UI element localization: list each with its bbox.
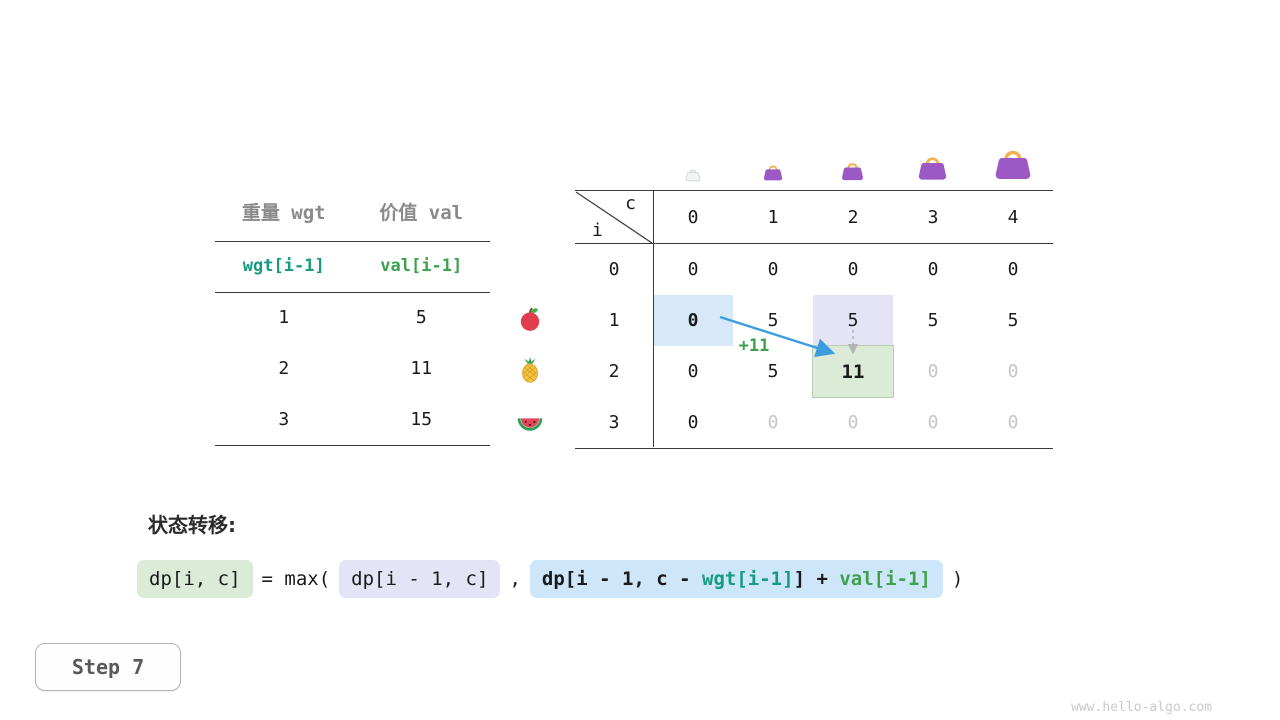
dp-col-header-4: 4: [1007, 207, 1019, 228]
dp-table-header-line: [575, 243, 1053, 244]
dp-row-header-3: 3: [608, 412, 620, 433]
item-2-value: 11: [410, 358, 433, 379]
item-3-value: 15: [410, 409, 433, 430]
dp-cell-1-4: 5: [1007, 310, 1019, 331]
weight-column-header: 重量 wgt: [241, 202, 326, 224]
item-2-weight: 2: [278, 358, 290, 379]
dp-cell-3-0: 0: [687, 412, 699, 433]
dp-cell-0-1: 0: [767, 259, 779, 280]
bag-medium-icon: [842, 163, 863, 181]
item-3-weight: 3: [278, 409, 290, 430]
item-row-1: 1 5: [215, 292, 490, 343]
item-row-3: 3 15: [215, 394, 490, 445]
empty-bag-icon: [685, 169, 701, 182]
dp-row-header-0: 0: [608, 259, 620, 280]
dp-cell-3-4: 0: [1007, 412, 1019, 433]
formula-term2-wgt: wgt[i-1]: [702, 568, 794, 590]
apple-icon: [520, 307, 540, 331]
item-row-2: 2 11: [215, 343, 490, 394]
dp-cell-1-0-source: 0: [653, 295, 733, 346]
corner-diagonal-line: [575, 191, 653, 244]
dp-col-header-0: 0: [687, 207, 699, 228]
bag-xlarge-icon: [995, 150, 1031, 179]
wgt-variable-label: wgt[i-1]: [242, 256, 325, 276]
table-divider: [215, 292, 490, 293]
val-variable-label: val[i-1]: [380, 256, 463, 276]
dp-cell-2-3: 0: [927, 361, 939, 382]
weight-value-table: 重量 wgt 价值 val wgt[i-1] val[i-1] 1 5 2 11…: [215, 186, 490, 446]
row-axis-label: i: [592, 220, 603, 241]
value-column-header: 价值 val: [379, 202, 464, 224]
state-transition-label: 状态转移:: [148, 513, 236, 537]
dp-cell-2-4: 0: [1007, 361, 1019, 382]
step-badge: Step 7: [35, 643, 181, 691]
dp-col-header-2: 2: [847, 207, 859, 228]
dp-cell-0-2: 0: [847, 259, 859, 280]
dp-cell-0-3: 0: [927, 259, 939, 280]
dp-row-header-1: 1: [608, 310, 620, 331]
table-divider: [215, 445, 490, 446]
dp-cell-0-4: 0: [1007, 259, 1019, 280]
dp-cell-2-0: 0: [687, 361, 699, 382]
col-axis-label: c: [625, 193, 636, 214]
formula-comma: ,: [509, 568, 521, 590]
site-watermark: www.hello-algo.com: [1071, 700, 1212, 715]
dp-cell-2-2-current: 11: [812, 345, 894, 398]
item-1-value: 5: [415, 307, 427, 328]
formula-term2-chip: dp[i - 1, c - wgt[i-1]] + val[i-1]: [529, 560, 943, 598]
dp-formula: dp[i, c] = max( dp[i - 1, c] , dp[i - 1,…: [137, 560, 963, 598]
dp-cell-2-1: 5: [767, 361, 779, 382]
variable-row: wgt[i-1] val[i-1]: [215, 241, 490, 292]
dp-cell-3-1: 0: [767, 412, 779, 433]
dp-cell-3-2: 0: [847, 412, 859, 433]
bag-small-icon: [763, 165, 783, 181]
bag-large-icon: [918, 157, 947, 180]
dp-table: i c 0 1 2 3 4 0 0 0 0 0 0 1 0 5 5 5 5 2 …: [575, 190, 1053, 449]
formula-term2-mid: ] +: [793, 568, 840, 590]
pineapple-icon: [522, 356, 538, 383]
dp-col-header-3: 3: [927, 207, 939, 228]
dp-cell-3-3: 0: [927, 412, 939, 433]
dp-table-vertical-line: [653, 190, 654, 447]
dp-cell-0-0: 0: [687, 259, 699, 280]
formula-term2-val: val[i-1]: [839, 568, 931, 590]
formula-term2-prefix: dp[i - 1, c -: [541, 568, 703, 590]
weight-value-header-row: 重量 wgt 价值 val: [215, 186, 490, 241]
formula-lhs-chip: dp[i, c]: [137, 560, 253, 598]
plus-value-annotation: +11: [738, 336, 770, 356]
dp-col-header-1: 1: [767, 207, 779, 228]
table-divider: [215, 241, 490, 242]
dp-cell-1-3: 5: [927, 310, 939, 331]
watermelon-icon: [517, 418, 543, 431]
formula-term1-chip: dp[i - 1, c]: [339, 560, 501, 598]
dp-corner-cell: i c: [575, 191, 653, 244]
item-1-weight: 1: [278, 307, 290, 328]
formula-equals-max: = max(: [261, 568, 331, 590]
formula-close-paren: ): [951, 568, 964, 590]
dp-cell-1-2-source: 5: [813, 295, 893, 346]
dp-row-header-2: 2: [608, 361, 620, 382]
